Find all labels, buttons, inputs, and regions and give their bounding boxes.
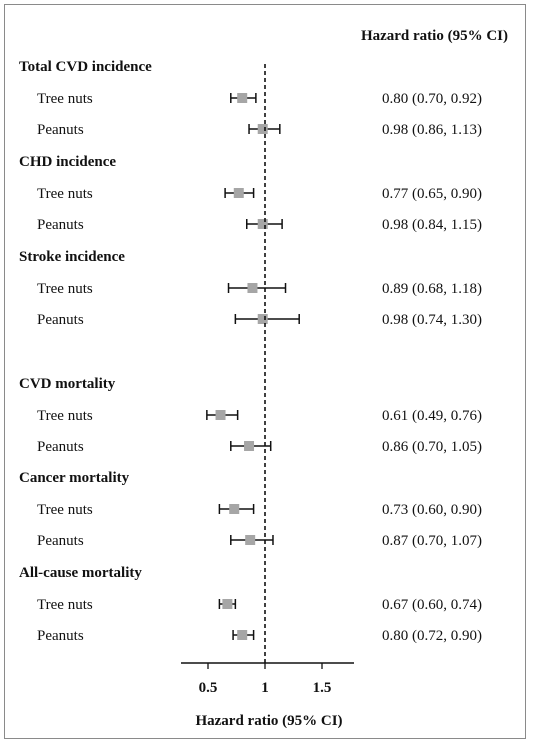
point-estimate-marker xyxy=(237,93,248,103)
row-label: Tree nuts xyxy=(37,91,93,107)
row-label: Peanuts xyxy=(37,217,84,233)
row-label: Tree nuts xyxy=(37,186,93,202)
x-tick-label: 0.5 xyxy=(199,680,218,696)
row-label: Tree nuts xyxy=(37,502,93,518)
point-estimate-marker xyxy=(222,599,233,609)
hr-ci-value: 0.73 (0.60, 0.90) xyxy=(382,502,482,518)
row-label: Peanuts xyxy=(37,533,84,549)
row-label: Tree nuts xyxy=(37,408,93,424)
hr-ci-value: 0.98 (0.84, 1.15) xyxy=(382,217,482,233)
row-label: Peanuts xyxy=(37,122,84,138)
column-header: Hazard ratio (95% CI) xyxy=(361,28,508,44)
point-estimate-marker xyxy=(247,283,258,293)
row-label: Peanuts xyxy=(37,312,84,328)
hr-ci-value: 0.77 (0.65, 0.90) xyxy=(382,186,482,202)
hr-ci-value: 0.86 (0.70, 1.05) xyxy=(382,439,482,455)
group-heading: CHD incidence xyxy=(19,154,116,170)
group-heading: Stroke incidence xyxy=(19,249,125,265)
x-tick-label: 1.5 xyxy=(313,680,332,696)
group-heading: CVD mortality xyxy=(19,376,116,392)
row-label: Tree nuts xyxy=(37,597,93,613)
hr-ci-value: 0.98 (0.86, 1.13) xyxy=(382,122,482,138)
hr-ci-value: 0.98 (0.74, 1.30) xyxy=(382,312,482,328)
row-label: Peanuts xyxy=(37,439,84,455)
hr-ci-value: 0.89 (0.68, 1.18) xyxy=(382,281,482,297)
row-label: Tree nuts xyxy=(37,281,93,297)
figure-frame xyxy=(4,4,526,739)
point-estimate-marker xyxy=(233,188,244,198)
point-estimate-marker xyxy=(245,535,256,545)
hr-ci-value: 0.80 (0.72, 0.90) xyxy=(382,628,482,644)
point-estimate-marker xyxy=(257,314,268,324)
hr-ci-value: 0.67 (0.60, 0.74) xyxy=(382,597,482,613)
point-estimate-marker xyxy=(244,441,255,451)
point-estimate-marker xyxy=(215,410,226,420)
hr-ci-value: 0.61 (0.49, 0.76) xyxy=(382,408,482,424)
x-axis-title: Hazard ratio (95% CI) xyxy=(195,713,342,729)
group-heading: All-cause mortality xyxy=(19,565,142,581)
row-label: Peanuts xyxy=(37,628,84,644)
group-heading: Cancer mortality xyxy=(19,470,130,486)
point-estimate-marker xyxy=(229,504,240,514)
point-estimate-marker xyxy=(257,124,268,134)
hr-ci-value: 0.87 (0.70, 1.07) xyxy=(382,533,482,549)
point-estimate-marker xyxy=(237,630,248,640)
hr-ci-value: 0.80 (0.70, 0.92) xyxy=(382,91,482,107)
point-estimate-marker xyxy=(257,219,268,229)
x-tick-label: 1 xyxy=(261,680,269,696)
group-heading: Total CVD incidence xyxy=(19,59,152,75)
